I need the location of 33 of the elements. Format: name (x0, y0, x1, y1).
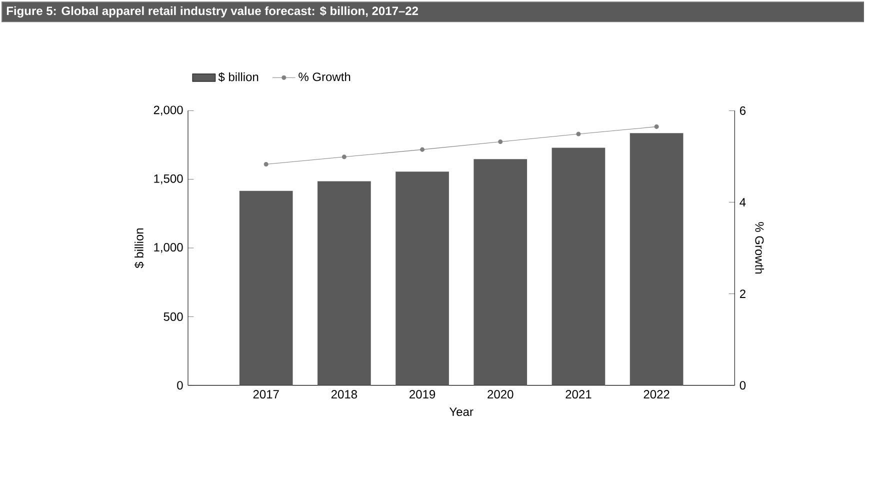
bar (239, 190, 293, 386)
x-tick-label: 2018 (331, 390, 358, 399)
point (576, 132, 581, 136)
x-tick-label: 2021 (566, 390, 592, 399)
bar (474, 159, 528, 386)
y-tick-label: 500 (164, 312, 183, 321)
x-tick-label: 2020 (488, 390, 514, 399)
bar (630, 133, 684, 386)
legend-label: % Growth (298, 72, 350, 82)
y-tick-label: 0 (177, 381, 183, 390)
x-tick-label: 2017 (253, 390, 279, 399)
point (264, 162, 268, 166)
x-axis-title: Year (449, 408, 474, 416)
y-axis-title: $ billion (134, 228, 144, 268)
y2-axis-title: % Growth (755, 222, 764, 274)
bar (318, 181, 371, 386)
point (420, 147, 425, 152)
bar (552, 148, 606, 386)
y-tick-label: 2,000 (154, 106, 183, 116)
y-tick-label: 1,000 (154, 243, 183, 253)
bar (396, 172, 449, 386)
y-tick-label: 1,500 (154, 174, 183, 184)
y2-tick-label: 2 (740, 290, 746, 298)
x-tick-label: 2019 (410, 390, 436, 399)
y2-tick-label: 6 (740, 106, 746, 115)
point (342, 154, 346, 160)
y2-tick-label: 0 (740, 381, 746, 390)
y2-tick-label: 4 (740, 198, 746, 206)
point (654, 124, 659, 129)
point (498, 140, 503, 144)
legend-label: $ billion (218, 72, 258, 82)
chart-title: Figure 5: Global apparel retail industry value forecast: $ billion, 2017–22 (6, 6, 418, 18)
x-tick-label: 2022 (644, 390, 670, 399)
